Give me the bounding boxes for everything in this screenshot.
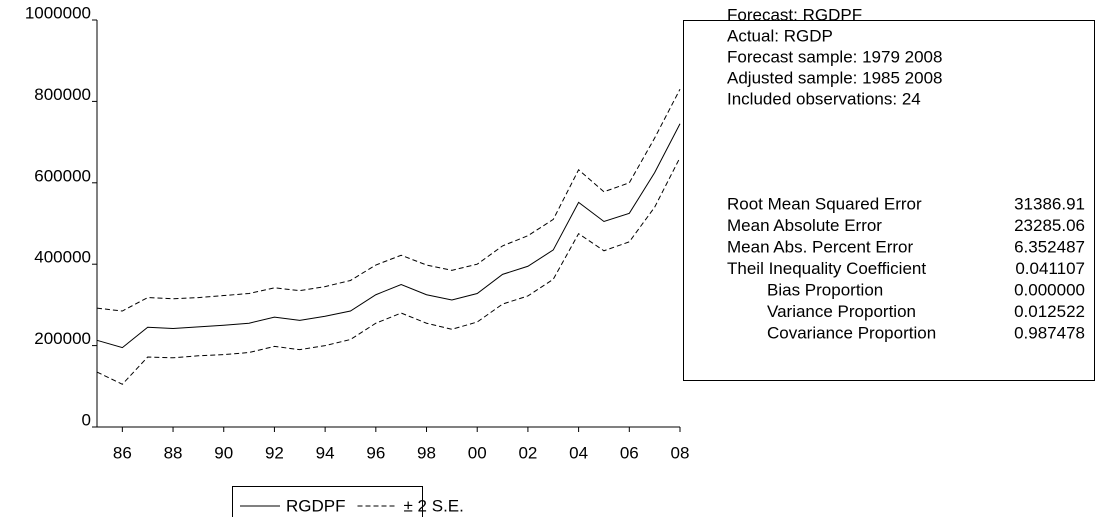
- stats-box: [683, 20, 1095, 381]
- y-tick-label: 600000: [34, 166, 91, 185]
- stats-label: Mean Absolute Error: [727, 216, 882, 235]
- x-tick-label: 08: [671, 443, 690, 462]
- stats-label: Theil Inequality Coefficient: [727, 259, 926, 278]
- stats-value: 23285.06: [1014, 216, 1085, 235]
- series-line: [96, 88, 681, 312]
- y-tick-label: 800000: [34, 85, 91, 104]
- stats-line: Adjusted sample: 1985 2008: [727, 68, 943, 87]
- stats-value: 0.041107: [1015, 259, 1085, 278]
- x-tick-label: 06: [620, 443, 639, 462]
- stats-line: Included observations: 24: [727, 89, 921, 108]
- stats-value: 0.987478: [1014, 323, 1085, 342]
- y-tick-label: 1000000: [25, 3, 91, 22]
- stats-label: Covariance Proportion: [767, 323, 936, 342]
- y-tick-label: 400000: [34, 248, 91, 267]
- legend: [232, 486, 423, 517]
- x-tick-label: 92: [265, 443, 284, 462]
- x-tick-label: 00: [468, 443, 487, 462]
- stats-line: Forecast sample: 1979 2008: [727, 47, 942, 66]
- x-tick-label: 86: [113, 443, 132, 462]
- x-tick-label: 88: [164, 443, 183, 462]
- stats-line: Forecast: RGDPF: [727, 5, 862, 24]
- stats-label: Root Mean Squared Error: [727, 194, 922, 213]
- stats-value: 31386.91: [1014, 194, 1085, 213]
- y-tick-label: 0: [82, 410, 91, 429]
- series-line: [96, 123, 681, 349]
- x-tick-label: 04: [569, 443, 588, 462]
- stats-label: Mean Abs. Percent Error: [727, 237, 913, 256]
- legend-label: ± 2 S.E.: [404, 496, 464, 515]
- x-tick-label: 96: [366, 443, 385, 462]
- stats-value: 6.352487: [1014, 237, 1085, 256]
- stats-label: Bias Proportion: [767, 280, 883, 299]
- stats-value: 0.012522: [1014, 302, 1085, 321]
- stats-label: Variance Proportion: [767, 302, 916, 321]
- stats-line: Actual: RGDP: [727, 26, 833, 45]
- x-tick-label: 90: [214, 443, 233, 462]
- y-tick-label: 200000: [34, 329, 91, 348]
- x-tick-label: 02: [518, 443, 537, 462]
- series-line: [96, 157, 681, 385]
- legend-label: RGDPF: [286, 496, 346, 515]
- x-tick-label: 94: [316, 443, 335, 462]
- stats-value: 0.000000: [1014, 280, 1085, 299]
- x-tick-label: 98: [417, 443, 436, 462]
